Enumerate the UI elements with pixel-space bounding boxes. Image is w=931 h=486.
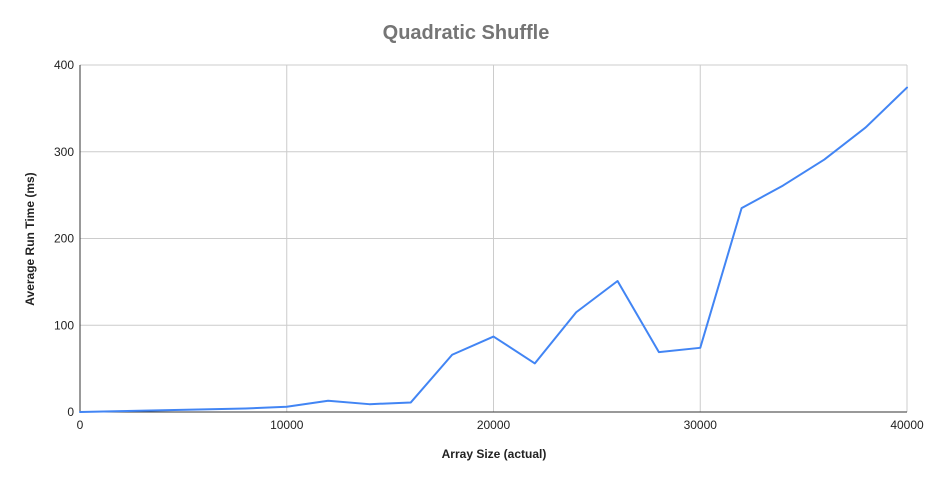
data-point <box>574 310 578 314</box>
data-point <box>367 402 371 406</box>
data-point <box>285 405 289 409</box>
axes <box>79 65 907 413</box>
y-tick-label: 0 <box>67 405 74 419</box>
data-point <box>822 158 826 162</box>
data-point <box>533 361 537 365</box>
y-axis-label: Average Run Time (ms) <box>23 172 37 305</box>
y-axis-ticks: 0 100 200 300 400 <box>54 58 74 419</box>
y-tick-label: 200 <box>54 232 74 246</box>
data-point <box>657 350 661 354</box>
series <box>78 86 909 414</box>
chart-title: Quadratic Shuffle <box>383 22 550 44</box>
data-point <box>492 335 496 339</box>
x-tick-label: 20000 <box>477 418 511 432</box>
data-point <box>78 410 82 414</box>
x-tick-label: 10000 <box>270 418 304 432</box>
x-tick-label: 30000 <box>684 418 718 432</box>
series-line <box>79 86 908 413</box>
y-tick-label: 400 <box>54 58 74 72</box>
x-tick-label: 0 <box>77 418 84 432</box>
data-point <box>202 407 206 411</box>
data-point <box>740 206 744 210</box>
data-point <box>243 407 247 411</box>
x-axis-ticks: 0 10000 20000 30000 40000 <box>77 418 924 432</box>
data-point <box>616 279 620 283</box>
x-tick-label: 40000 <box>890 418 924 432</box>
data-point <box>698 346 702 350</box>
data-point <box>781 184 785 188</box>
data-point <box>326 399 330 403</box>
data-point <box>119 409 123 413</box>
data-point <box>161 408 165 412</box>
gridlines <box>80 64 908 412</box>
x-axis-label: Array Size (actual) <box>442 447 547 461</box>
data-point <box>450 353 454 357</box>
y-tick-label: 100 <box>54 318 74 332</box>
y-tick-label: 300 <box>54 145 74 159</box>
data-point <box>864 125 868 129</box>
data-point <box>409 400 413 404</box>
data-point <box>905 86 909 90</box>
